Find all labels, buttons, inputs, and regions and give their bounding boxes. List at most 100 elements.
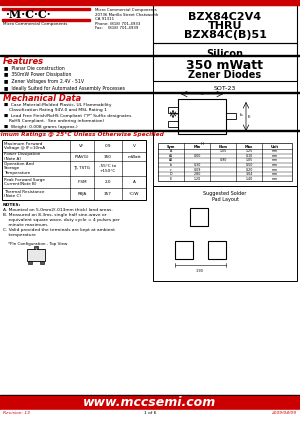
Text: e: e xyxy=(176,112,178,116)
Bar xyxy=(0,92,300,93)
Text: b: b xyxy=(170,163,172,167)
Text: mm: mm xyxy=(272,149,278,153)
Text: 1: 1 xyxy=(29,265,31,269)
Text: 0.30: 0.30 xyxy=(193,163,201,167)
Text: Power Dissipation
(Note A): Power Dissipation (Note A) xyxy=(4,152,40,161)
Bar xyxy=(0,130,300,131)
Text: ■  350mW Power Dissipation: ■ 350mW Power Dissipation xyxy=(4,72,71,77)
Text: E: E xyxy=(170,177,172,181)
Text: 0.50: 0.50 xyxy=(245,163,253,167)
Bar xyxy=(153,81,297,186)
Text: 0.20: 0.20 xyxy=(245,167,253,172)
Text: D: D xyxy=(170,172,172,176)
Text: IFSM: IFSM xyxy=(77,180,87,184)
Text: A2: A2 xyxy=(169,159,173,162)
Text: Silicon: Silicon xyxy=(206,49,244,59)
Bar xyxy=(153,186,297,281)
Text: ■  Weight: 0.008 grams (approx.): ■ Weight: 0.008 grams (approx.) xyxy=(4,125,78,129)
Text: 0.00: 0.00 xyxy=(193,154,201,158)
Text: 1.05: 1.05 xyxy=(245,159,253,162)
Text: Phone: (818) 701-4933: Phone: (818) 701-4933 xyxy=(95,22,140,25)
Text: Pad Layout: Pad Layout xyxy=(212,197,239,202)
Text: Maximum Ratings @ 25°C Unless Otherwise Specified: Maximum Ratings @ 25°C Unless Otherwise … xyxy=(0,132,164,137)
Bar xyxy=(175,241,193,259)
Text: 0.9: 0.9 xyxy=(105,144,111,148)
Text: mWatt: mWatt xyxy=(127,155,141,159)
Text: A. Mounted on 5.0mm2(.013mm thick) land areas.: A. Mounted on 5.0mm2(.013mm thick) land … xyxy=(3,208,113,212)
Text: 2009/04/09: 2009/04/09 xyxy=(272,411,297,415)
Bar xyxy=(2,19,90,20)
Text: CA 91311: CA 91311 xyxy=(95,17,114,21)
Text: Classification Rating 94V-0 and MSL Rating 1: Classification Rating 94V-0 and MSL Rati… xyxy=(9,108,107,112)
Text: 1.90: 1.90 xyxy=(196,269,204,273)
Bar xyxy=(0,395,300,396)
Bar xyxy=(168,107,178,113)
Text: Min: Min xyxy=(194,145,201,149)
Bar xyxy=(153,43,297,81)
Text: Nom: Nom xyxy=(218,145,227,149)
Bar xyxy=(34,246,38,249)
Text: Mechanical Data: Mechanical Data xyxy=(3,94,81,103)
Text: H: H xyxy=(200,142,203,146)
Text: 3: 3 xyxy=(35,248,37,252)
Text: 2.0: 2.0 xyxy=(105,180,111,184)
Text: 1.05: 1.05 xyxy=(219,149,226,153)
Text: temperature: temperature xyxy=(3,233,36,237)
Text: Peak Forward Surge
Current(Note B): Peak Forward Surge Current(Note B) xyxy=(4,178,45,187)
Text: THRU: THRU xyxy=(208,21,242,31)
Bar xyxy=(226,113,236,119)
Text: mm: mm xyxy=(272,167,278,172)
Text: BZX84C2V4: BZX84C2V4 xyxy=(188,12,262,22)
Bar xyxy=(27,249,45,261)
Text: A1: A1 xyxy=(169,154,173,158)
Text: mm: mm xyxy=(272,154,278,158)
Bar xyxy=(158,143,292,181)
Text: 0.10: 0.10 xyxy=(245,154,253,158)
Text: RθJA: RθJA xyxy=(77,192,87,196)
Text: mm: mm xyxy=(272,163,278,167)
Bar xyxy=(0,0,300,5)
Text: 0.90: 0.90 xyxy=(219,159,227,162)
Text: Sym: Sym xyxy=(167,145,175,149)
Text: mm: mm xyxy=(272,172,278,176)
Bar xyxy=(190,208,208,226)
Text: ■  Case Material:Molded Plastic, UL Flammability: ■ Case Material:Molded Plastic, UL Flamm… xyxy=(4,103,112,107)
Text: ■  Lead Free Finish/RoHS Compliant ("P" Suffix designates: ■ Lead Free Finish/RoHS Compliant ("P" S… xyxy=(4,114,131,118)
Text: 1 of 6: 1 of 6 xyxy=(144,411,156,415)
Text: ■  Ideally Suited for Automated Assembly Processes: ■ Ideally Suited for Automated Assembly … xyxy=(4,86,125,91)
Text: SOT-23: SOT-23 xyxy=(214,86,236,91)
Text: 350: 350 xyxy=(104,155,112,159)
Text: ■  Planar Die construction: ■ Planar Die construction xyxy=(4,65,65,70)
Text: b: b xyxy=(240,113,243,117)
Text: Suggested Solder: Suggested Solder xyxy=(203,191,247,196)
Bar xyxy=(0,410,300,425)
Text: minute maximum.: minute maximum. xyxy=(3,223,48,227)
Bar xyxy=(168,121,178,127)
Text: ■  Zener Voltages from 2.4V - 51V: ■ Zener Voltages from 2.4V - 51V xyxy=(4,79,84,84)
Text: 2: 2 xyxy=(41,265,43,269)
Text: *Pin Configuration - Top View: *Pin Configuration - Top View xyxy=(8,242,68,246)
Text: equivalent square wave, duty cycle = 4 pulses per: equivalent square wave, duty cycle = 4 p… xyxy=(3,218,120,222)
Text: RoHS Compliant.  See ordering information): RoHS Compliant. See ordering information… xyxy=(9,119,104,123)
Text: 1.25: 1.25 xyxy=(245,149,253,153)
Text: VF: VF xyxy=(80,144,85,148)
Text: mm: mm xyxy=(272,177,278,181)
Text: Max: Max xyxy=(245,145,253,149)
Text: Zener Diodes: Zener Diodes xyxy=(188,70,262,80)
Bar xyxy=(208,241,226,259)
Text: mm: mm xyxy=(272,159,278,162)
Text: www.mccsemi.com: www.mccsemi.com xyxy=(83,397,217,410)
Text: Features: Features xyxy=(3,57,44,66)
Text: Fax:    (818) 701-4939: Fax: (818) 701-4939 xyxy=(95,26,138,30)
Text: V: V xyxy=(133,144,135,148)
Text: P(AVG): P(AVG) xyxy=(75,155,89,159)
Text: °C/W: °C/W xyxy=(129,192,139,196)
Bar xyxy=(153,5,297,43)
Text: Revision: 13: Revision: 13 xyxy=(3,411,30,415)
Text: D: D xyxy=(200,92,204,96)
Bar xyxy=(28,261,32,264)
Bar xyxy=(40,261,44,264)
Text: 350 mWatt: 350 mWatt xyxy=(187,59,263,72)
Text: 1.20: 1.20 xyxy=(194,177,201,181)
Text: 357: 357 xyxy=(104,192,112,196)
